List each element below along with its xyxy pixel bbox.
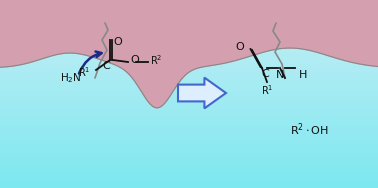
- Text: C: C: [102, 61, 110, 71]
- Text: N: N: [276, 70, 284, 80]
- Text: O: O: [113, 37, 122, 47]
- Text: H: H: [299, 70, 307, 80]
- Text: R$^2$: R$^2$: [150, 53, 163, 67]
- Polygon shape: [178, 78, 226, 108]
- Text: R$^1$: R$^1$: [78, 65, 90, 79]
- Text: C: C: [261, 69, 269, 79]
- Text: R$^1$: R$^1$: [261, 83, 273, 97]
- Text: O: O: [130, 55, 139, 65]
- Text: H$_2$N: H$_2$N: [60, 71, 82, 85]
- Text: O: O: [235, 42, 244, 52]
- Text: R$^2\cdot$OH: R$^2\cdot$OH: [290, 122, 330, 138]
